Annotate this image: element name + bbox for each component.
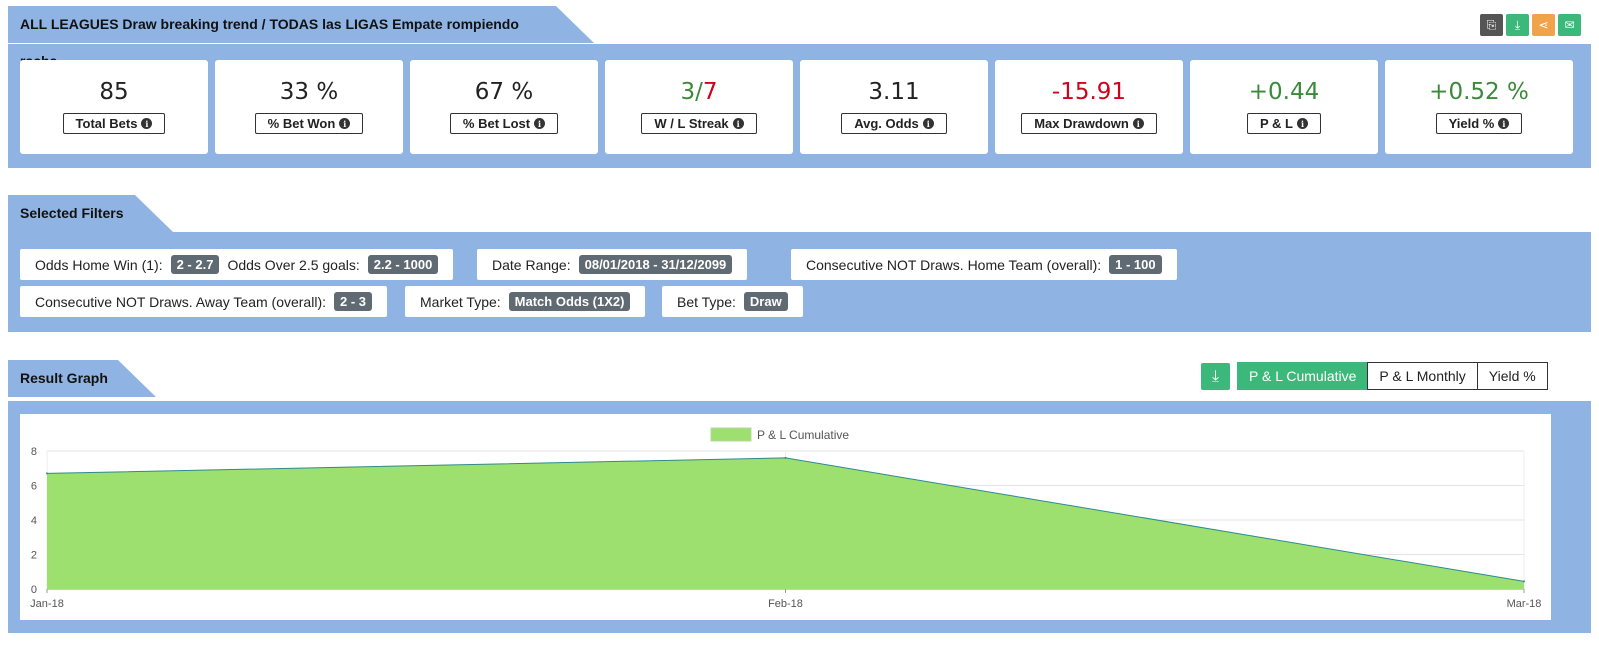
filter-home-not-draws: Consecutive NOT Draws. Home Team (overal… — [791, 249, 1177, 280]
info-icon[interactable]: i — [922, 118, 934, 129]
stat-bet-won: 33 % % Bet Won i — [215, 60, 403, 154]
stat-value: 85 — [99, 79, 129, 105]
stat-label[interactable]: Avg. Odds i — [841, 113, 947, 134]
info-icon[interactable]: i — [1498, 118, 1510, 129]
page-title: ALL LEAGUES Draw breaking trend / TODAS … — [8, 6, 594, 69]
pl-chart: 0 2 4 6 8 Jan-18 Feb-18 Mar-18 P & L Cumulative — [30, 427, 1542, 610]
graph-title: Result Graph — [8, 360, 156, 397]
info-icon[interactable]: i — [339, 118, 351, 129]
y-tick-label: 6 — [31, 481, 37, 493]
filter-value: 1 - 100 — [1109, 255, 1162, 274]
filter-bet-type: Bet Type: Draw — [662, 286, 803, 317]
streak-separator: / — [695, 79, 703, 105]
y-tick-label: 4 — [31, 515, 37, 527]
graph-mode-tabs: P & L Cumulative P & L Monthly Yield % — [1237, 362, 1548, 390]
stats-row: 85 Total Bets i 33 % % Bet Won i 67 % % Be… — [20, 60, 1573, 154]
chart-download-icon[interactable]: ⤓ — [1201, 363, 1230, 390]
chart-container: 0 2 4 6 8 Jan-18 Feb-18 Mar-18 P & L Cumulative — [20, 414, 1551, 620]
x-tick-label: Jan-18 — [30, 598, 64, 610]
filter-label: Consecutive NOT Draws. Home Team (overal… — [806, 256, 1102, 273]
filter-label: Market Type: — [420, 293, 501, 310]
info-icon[interactable]: i — [1297, 118, 1308, 129]
filter-label: Odds Over 2.5 goals: — [227, 256, 360, 273]
info-icon[interactable]: i — [732, 118, 744, 129]
y-tick-label: 0 — [31, 584, 37, 596]
data-point — [1523, 580, 1525, 583]
stat-yield: +0.52 % Yield % i — [1385, 60, 1573, 154]
info-icon[interactable]: i — [1132, 118, 1144, 129]
stat-avg-odds: 3.11 Avg. Odds i — [800, 60, 988, 154]
stat-value: 3/7 — [680, 78, 717, 106]
filter-value: 08/01/2018 - 31/12/2099 — [578, 255, 733, 274]
filter-value: 2 - 3 — [334, 292, 373, 311]
filter-value: 2 - 2.7 — [170, 255, 220, 274]
x-tick-label: Mar-18 — [1507, 598, 1542, 610]
filter-label: Bet Type: — [677, 293, 736, 310]
stat-value: +0.44 — [1248, 79, 1320, 105]
stat-bet-lost: 67 % % Bet Lost i — [410, 60, 598, 154]
header-actions: ⎘ ⤓ ⋖ ✉ — [1480, 14, 1581, 36]
series-area — [47, 457, 1524, 589]
filter-value: Match Odds (1X2) — [508, 292, 631, 311]
stat-label[interactable]: Total Bets i — [62, 113, 166, 134]
y-tick-label: 8 — [31, 446, 37, 458]
data-point — [46, 472, 48, 475]
stat-label[interactable]: W / L Streak i — [641, 113, 757, 134]
filter-value: Draw — [743, 292, 788, 311]
tab-yield[interactable]: Yield % — [1476, 362, 1548, 390]
filter-market-type: Market Type: Match Odds (1X2) — [405, 286, 646, 317]
legend-swatch — [710, 427, 752, 442]
stat-label[interactable]: % Bet Won i — [254, 113, 364, 134]
info-icon[interactable]: i — [534, 118, 546, 129]
filter-date-range: Date Range: 08/01/2018 - 31/12/2099 — [477, 249, 748, 280]
email-icon[interactable]: ✉ — [1558, 14, 1581, 36]
stat-value: 3.11 — [868, 79, 920, 105]
share-icon[interactable]: ⋖ — [1532, 14, 1555, 36]
stat-label[interactable]: Max Drawdown i — [1021, 113, 1157, 134]
legend-label: P & L Cumulative — [757, 428, 849, 442]
loss-streak: 7 — [702, 79, 718, 105]
win-streak: 3 — [680, 79, 696, 105]
filter-label: Consecutive NOT Draws. Away Team (overal… — [35, 293, 326, 310]
tab-pl-cumulative[interactable]: P & L Cumulative — [1237, 362, 1369, 390]
x-tick-label: Feb-18 — [768, 598, 803, 610]
y-tick-label: 2 — [31, 550, 37, 562]
info-icon[interactable]: i — [141, 118, 153, 129]
stat-value: 67 % — [474, 79, 534, 105]
filter-value: 2.2 - 1000 — [367, 255, 439, 274]
filters-band — [8, 232, 1591, 332]
stat-wl-streak: 3/7 W / L Streak i — [605, 60, 793, 154]
stat-total-bets: 85 Total Bets i — [20, 60, 208, 154]
data-point — [784, 456, 787, 459]
stat-value: -15.91 — [1051, 79, 1127, 105]
stat-label[interactable]: Yield % i — [1435, 113, 1523, 134]
tab-pl-monthly[interactable]: P & L Monthly — [1367, 362, 1478, 390]
filters-title: Selected Filters — [8, 195, 173, 232]
filter-away-not-draws: Consecutive NOT Draws. Away Team (overal… — [20, 286, 388, 317]
stat-value: +0.52 % — [1429, 79, 1529, 105]
download-icon[interactable]: ⤓ — [1506, 14, 1529, 36]
stat-max-drawdown: -15.91 Max Drawdown i — [995, 60, 1183, 154]
filter-label: Odds Home Win (1): — [35, 256, 163, 273]
stat-value: 33 % — [279, 79, 339, 105]
filter-label: Date Range: — [492, 256, 571, 273]
copy-icon[interactable]: ⎘ — [1480, 14, 1503, 36]
filter-odds: Odds Home Win (1): 2 - 2.7 Odds Over 2.5… — [20, 249, 454, 280]
stat-label[interactable]: % Bet Lost i — [449, 113, 559, 134]
